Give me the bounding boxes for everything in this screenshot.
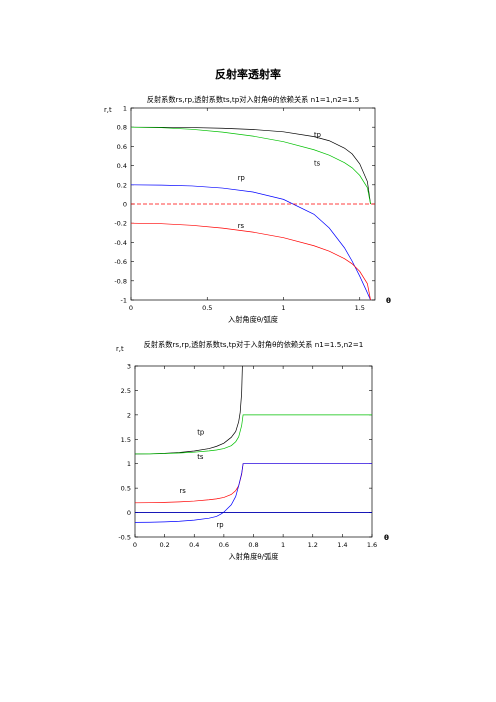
y-tick-label: 0.4 xyxy=(117,162,127,170)
annotation-rp: rp xyxy=(238,174,245,182)
x-tick-label: 1 xyxy=(281,304,285,312)
x-tick-label: 1.5 xyxy=(355,304,365,312)
annotation-rs: rs xyxy=(238,222,245,230)
series-line-rp xyxy=(135,463,372,523)
y-tick-label: 1.5 xyxy=(121,436,131,444)
annotation-tp: tp xyxy=(197,428,204,436)
y-tick-label: -1 xyxy=(121,297,127,305)
y-tick-label: 2.5 xyxy=(121,387,131,395)
annotation-ts: ts xyxy=(314,160,321,168)
y-tick-label: 0.6 xyxy=(117,143,127,151)
chart-bottom: 反射系数rs,rp,透射系数ts,tp对于入射角θ的依赖关系 n1=1.5,n2… xyxy=(116,340,389,561)
series-line-ts xyxy=(131,126,371,205)
x-axis-label: 入射角度θ/弧度 xyxy=(229,552,279,561)
y-tick-label: 0.2 xyxy=(117,181,127,189)
x-tick-label: 0 xyxy=(129,304,133,312)
x-tick-label: 1.2 xyxy=(308,541,318,549)
y-tick-label: -0.2 xyxy=(114,220,127,228)
y-tick-label: 0.5 xyxy=(121,485,131,493)
y-tick-label: 2 xyxy=(127,411,131,419)
series-line-ts xyxy=(135,414,372,455)
x-tick-label: 0.8 xyxy=(248,541,258,549)
x-axis-end-label: θ xyxy=(386,296,391,305)
y-tick-label: 1 xyxy=(123,105,127,113)
y-tick-label: 0 xyxy=(123,201,127,209)
x-axis-label: 入射角度θ/弧度 xyxy=(228,315,278,324)
y-tick-label: 0 xyxy=(127,509,131,517)
y-tick-label: -0.8 xyxy=(114,277,127,285)
x-tick-label: 1 xyxy=(281,541,285,549)
x-tick-label: 0.2 xyxy=(159,541,169,549)
x-tick-label: 0.5 xyxy=(202,304,212,312)
series-line-rp xyxy=(131,184,371,300)
chart-title: 反射系数rs,rp,透射系数ts,tp对入射角θ的依赖关系 n1=1,n2=1.… xyxy=(147,95,359,104)
x-axis-end-label: θ xyxy=(384,533,389,542)
x-tick-label: 0.6 xyxy=(219,541,229,549)
y-tick-label: 3 xyxy=(127,363,131,371)
x-tick-label: 0.4 xyxy=(189,541,199,549)
y-tick-label: -0.5 xyxy=(118,534,131,542)
x-tick-label: 1.6 xyxy=(367,541,377,549)
annotation-ts: ts xyxy=(197,453,204,461)
series-line-rs xyxy=(131,222,371,300)
x-tick-label: 1.4 xyxy=(337,541,347,549)
chart-title: 反射系数rs,rp,透射系数ts,tp对于入射角θ的依赖关系 n1=1.5,n2… xyxy=(144,340,364,349)
y-axis-label: r,t xyxy=(104,106,112,114)
y-tick-label: -0.4 xyxy=(114,239,127,247)
x-tick-label: 0 xyxy=(133,541,137,549)
series-line-rs xyxy=(135,463,372,504)
chart-top: 反射系数rs,rp,透射系数ts,tp对入射角θ的依赖关系 n1=1,n2=1.… xyxy=(104,95,391,324)
annotation-tp: tp xyxy=(314,131,321,139)
plot-frame xyxy=(134,365,373,538)
series-line-tp xyxy=(135,366,243,455)
page-title: 反射率透射率 xyxy=(215,68,281,81)
annotation-rp: rp xyxy=(216,521,223,529)
series-line-tp xyxy=(131,126,371,205)
annotation-rs: rs xyxy=(179,487,186,495)
y-tick-label: 0.8 xyxy=(117,124,127,132)
y-tick-label: -0.6 xyxy=(114,258,127,266)
y-axis-label: r,t xyxy=(116,345,124,353)
y-tick-label: 1 xyxy=(127,460,131,468)
